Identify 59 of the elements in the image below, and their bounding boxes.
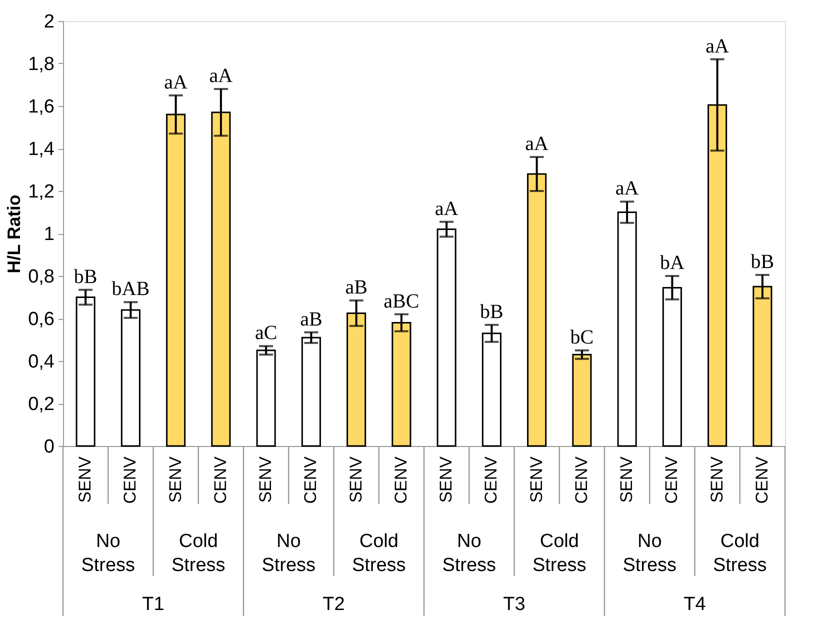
y-tick-label: 0	[44, 436, 54, 458]
y-tick-label: 0,8	[28, 266, 54, 288]
data-label: bAB	[112, 278, 150, 300]
text: No Stress	[81, 531, 136, 576]
data-label: aBC	[384, 290, 420, 312]
text: No Stress	[262, 531, 316, 576]
y-tick-label: 1,2	[28, 182, 54, 202]
x-tick-label: CENV	[391, 456, 410, 504]
x-tick-label: CENV	[210, 456, 230, 504]
x-tick-label: CENV	[482, 456, 501, 504]
text: Cold Stress	[171, 531, 226, 576]
text: T3	[503, 594, 526, 615]
x-tick-label: SENV	[526, 456, 546, 503]
x-tick-label: SENV	[256, 456, 276, 503]
bar	[256, 350, 276, 447]
bar	[572, 354, 592, 447]
data-label: bB	[750, 250, 774, 273]
data-label: aA	[209, 65, 234, 87]
x-tick-label: CENV	[572, 456, 591, 504]
text: T1	[142, 594, 164, 615]
x-tick-label: SENV	[436, 456, 456, 503]
data-label: aA	[164, 71, 188, 94]
data-label: bA	[660, 252, 685, 274]
x-tick-label: CENV	[301, 456, 320, 504]
y-tick-label: 1	[44, 224, 54, 245]
text: No Stress	[442, 531, 496, 576]
y-axis-title: H/L Ratio	[4, 194, 24, 274]
bar	[301, 336, 321, 447]
data-label: bB	[74, 266, 98, 288]
data-label: aA	[525, 133, 550, 155]
x-tick-label: CENV	[662, 456, 682, 504]
data-label: bB	[480, 300, 504, 323]
text: T2	[322, 594, 345, 615]
y-tick-label: 1,4	[28, 139, 55, 160]
x-tick-label: CENV	[120, 456, 140, 504]
y-tick-label: 0,4	[28, 352, 55, 372]
data-label: aA	[434, 198, 459, 220]
text: Cold Stress	[712, 531, 767, 576]
y-tick-label: 2	[44, 12, 54, 32]
data-label: aB	[345, 276, 368, 298]
text: T4	[684, 594, 706, 615]
data-label: aA	[706, 35, 730, 58]
y-tick-label: 1,6	[28, 96, 54, 118]
x-tick-label: CENV	[752, 456, 772, 504]
text: Cold Stress	[532, 531, 586, 576]
text: No Stress	[622, 531, 677, 576]
data-label: aC	[254, 322, 278, 344]
y-tick-label: 0,6	[28, 309, 54, 330]
x-tick-label: SENV	[346, 456, 366, 503]
data-label: bC	[570, 326, 594, 348]
x-tick-label: SENV	[76, 456, 95, 503]
x-tick-label: SENV	[617, 456, 636, 503]
y-tick-label: 1,8	[28, 54, 54, 75]
x-tick-label: SENV	[707, 456, 726, 503]
text: Cold Stress	[352, 531, 406, 576]
x-tick-label: SENV	[166, 456, 185, 503]
data-label: aA	[615, 178, 640, 200]
y-tick-label: 0,2	[28, 394, 54, 415]
data-label: aB	[300, 308, 322, 330]
